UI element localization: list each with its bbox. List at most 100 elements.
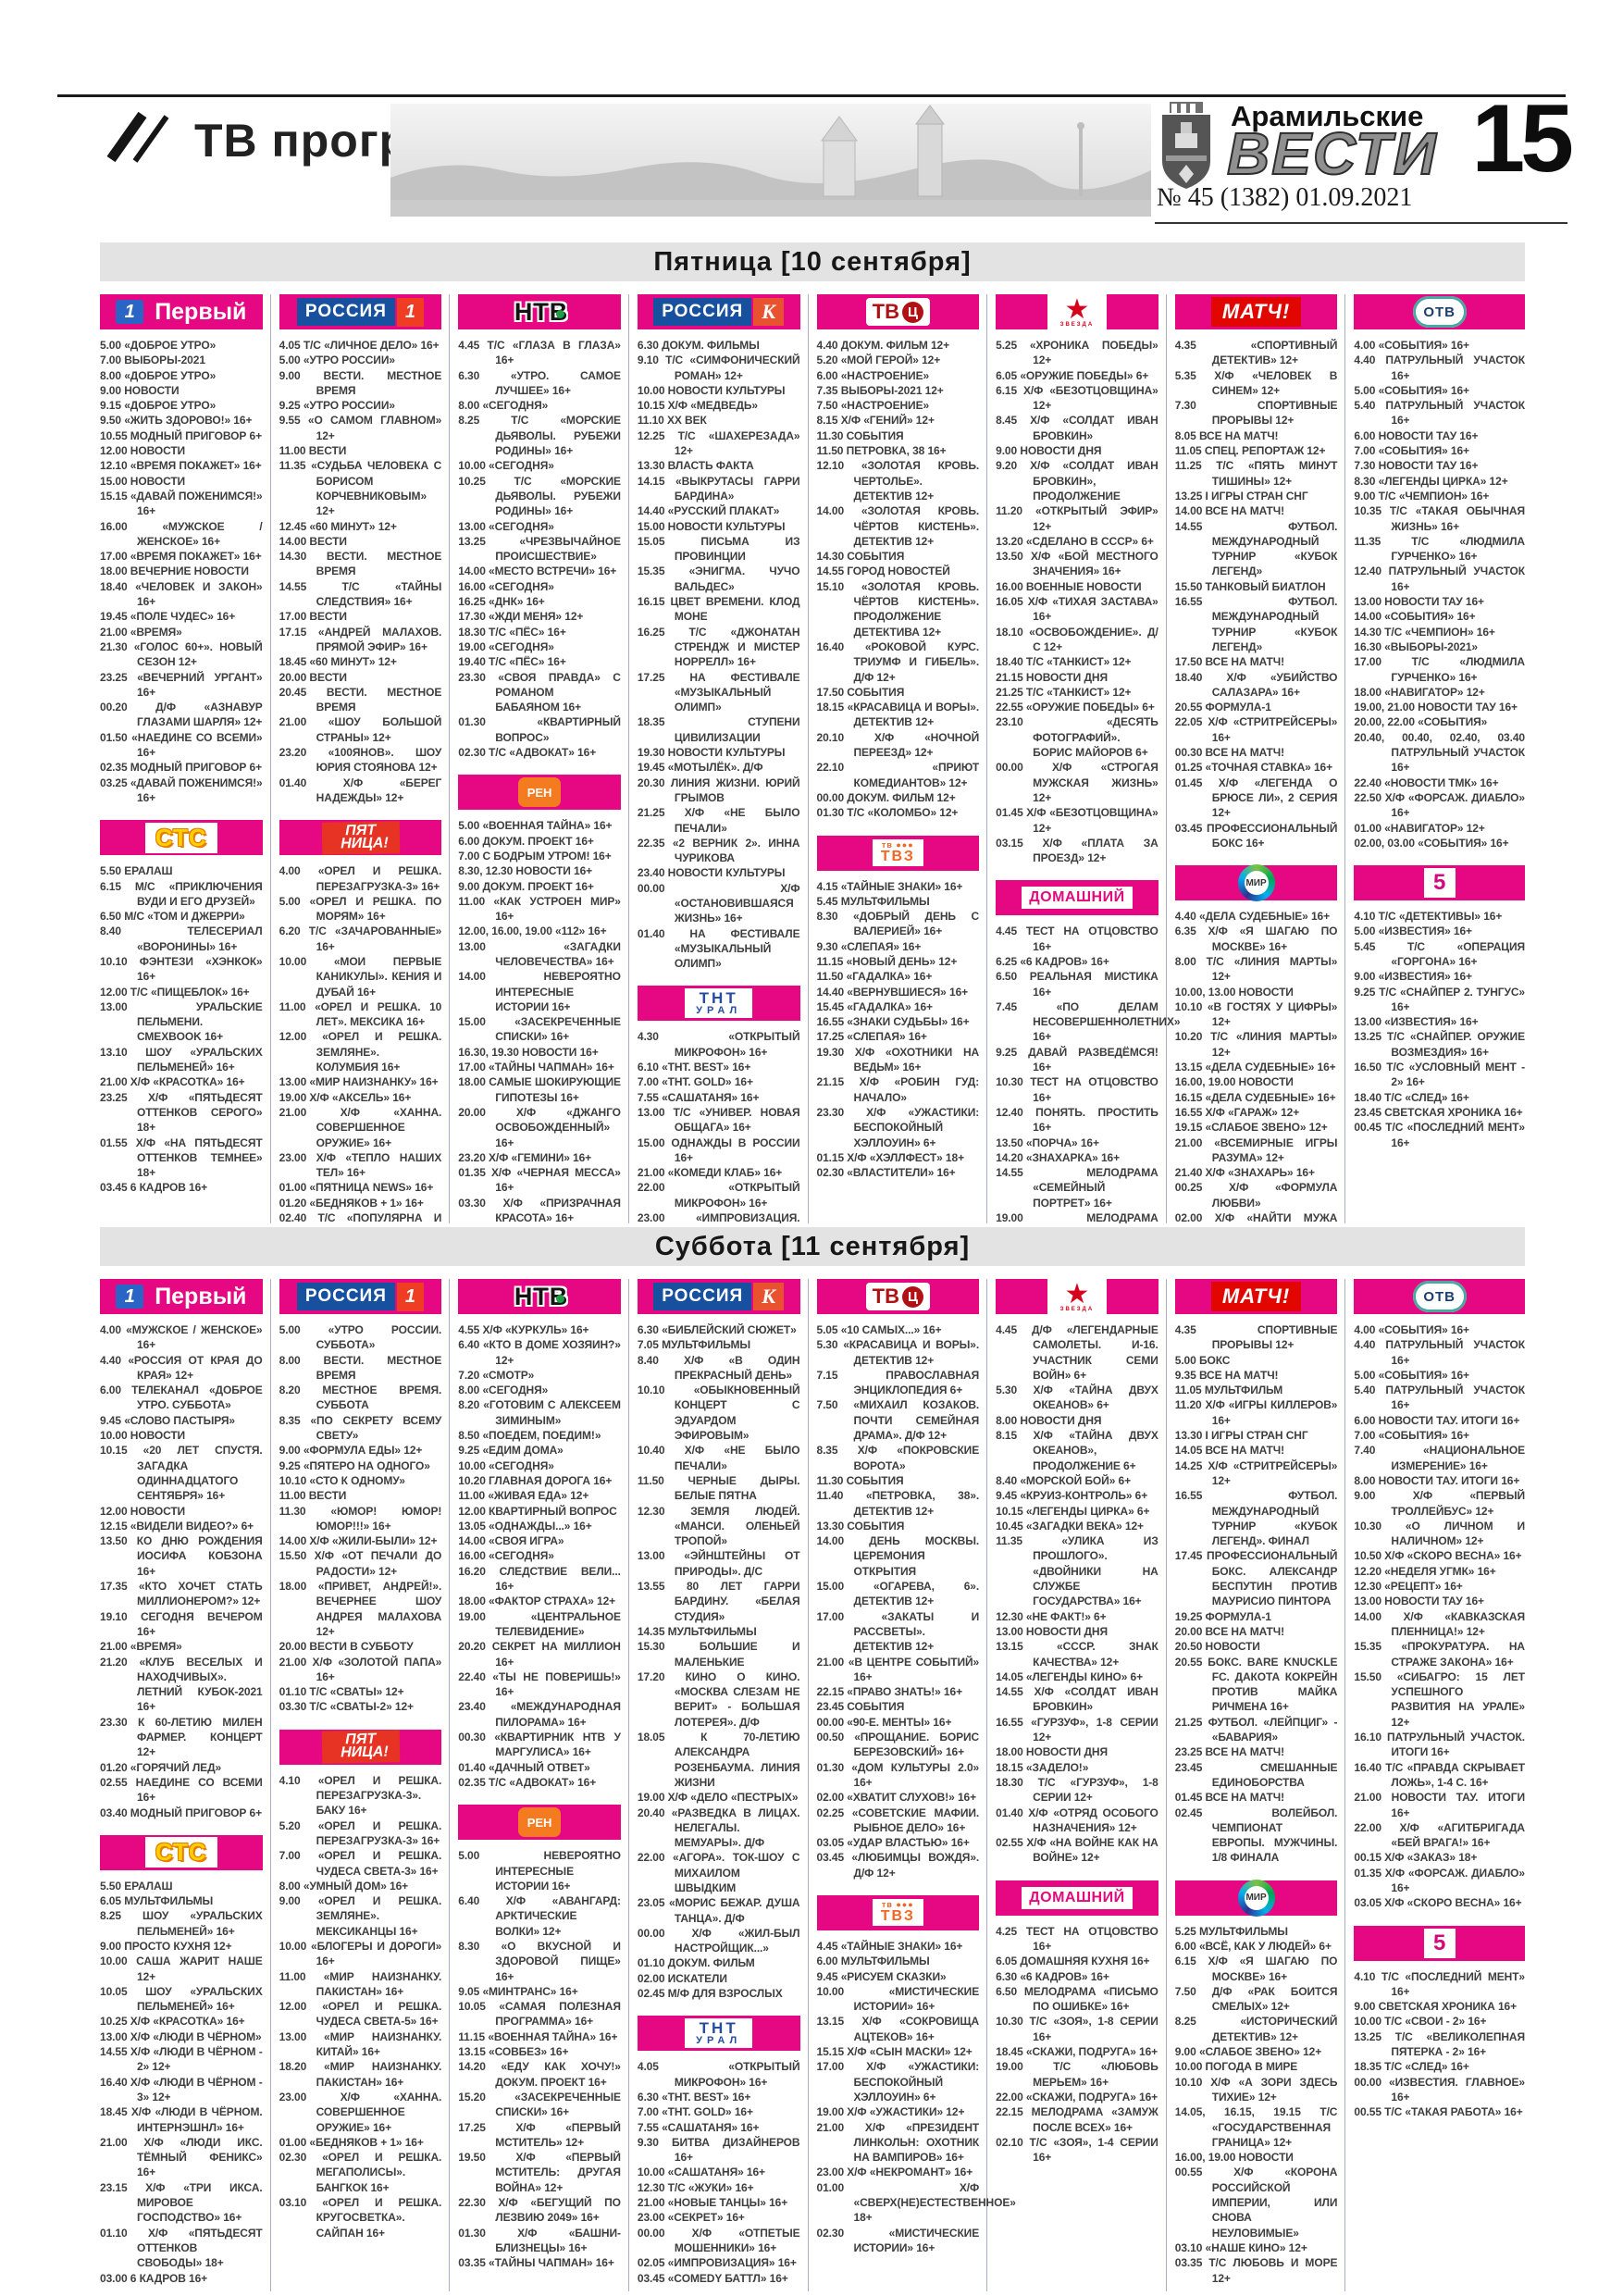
program-item: 03.25 «ДАВАЙ ПОЖЕНИМСЯ!» 16+: [100, 776, 263, 804]
program-item: 13.10 ШОУ «УРАЛЬСКИХ ПЕЛЬМЕНЕЙ» 16+: [100, 1045, 263, 1074]
program-item: 10.20 Т/С «ЛИНИЯ МАРТЫ» 12+: [1174, 1030, 1338, 1059]
program-item: 12.30 ЗЕМЛЯ ЛЮДЕЙ. «МАНСИ. ОЛЕНЬЕЙ ТРОПО…: [637, 1504, 800, 1548]
channel-name: РОССИЯ: [653, 1283, 752, 1310]
program-item: 10.00, 13.00 НОВОСТИ: [1174, 985, 1294, 999]
c-circle-icon: Ц: [901, 1285, 923, 1308]
program-item: 19.00 «ЦЕНТРАЛЬНОЕ ТЕЛЕВИДЕНИЕ»: [458, 1609, 621, 1638]
tv3-badge: тв ●●● ТВЗ: [872, 839, 923, 866]
program-item: 6.35 Х/Ф «Я ШАГАЮ ПО МОСКВЕ» 16+: [1174, 925, 1338, 953]
program-item: 14.20 «ЗНАХАРКА» 16+: [996, 1150, 1121, 1164]
program-item: 7.30 НОВОСТИ ТАУ 16+: [1354, 459, 1479, 473]
tv3-channel-logo: тв ●●● ТВЗ: [872, 839, 923, 866]
channel-name: ТВ Ц: [865, 1283, 930, 1310]
program-item: 19.15 «СЛАБОЕ ЗВЕНО» 12+: [1174, 1121, 1328, 1135]
channel-header-bar: ТВ Ц: [816, 1279, 980, 1314]
channel-section: РОССИЯ К 6.30 «БИБЛЕЙСКИЙ СЮЖЕТ» 7.05 МУЛЬТ…: [637, 1279, 800, 2001]
pervy-channel-logo: 1 Первый: [116, 299, 246, 326]
pyatnitsa-channel-logo: ПЯТ НИЦА!: [321, 1730, 400, 1764]
program-item: 03.05 «УДАР ВЛАСТЬЮ» 16+: [816, 1836, 970, 1850]
program-item: 10.00 НОВОСТИ КУЛЬТУРЫ: [637, 383, 786, 397]
program-item: 11.05 МУЛЬТФИЛЬМ: [1174, 1384, 1283, 1397]
column: НТВ 4.45 Т/С «ГЛАЗА В ГЛАЗА» 16+ 6.30 «УТР…: [458, 294, 629, 1223]
program-item: 23.00 «ИМПРОВИЗАЦИЯ. КОМАНДЫ» 16+: [637, 1211, 800, 1223]
program-item: 8.30 «ЛЕГЕНДЫ ЦИРКА» 12+: [1354, 474, 1508, 488]
program-item: 13.30 ВЛАСТЬ ФАКТА: [637, 459, 754, 473]
program-item: 20.45 ВЕСТИ. МЕСТНОЕ ВРЕМЯ: [279, 685, 442, 714]
ntv-channel-logo: НТВ: [514, 298, 568, 327]
five-channel-logo: 5: [1423, 1928, 1456, 1958]
program-item: 13.50 Х/Ф «БОЙ МЕСТНОГО ЗНАЧЕНИЯ» 16+: [996, 550, 1158, 578]
program-item: 16.40 Т/С «ПРАВДА СКРЫВАЕТ ЛОЖЬ», 1-4 С.…: [1354, 1760, 1525, 1789]
program-item: 22.00 «АГОРА». ТОК-ШОУ С МИХАИЛОМ ШВЫДКИ…: [637, 1851, 800, 1894]
program-item: 00.25 Х/Ф «ФОРМУЛА ЛЮБВИ»: [1174, 1181, 1338, 1210]
program-item: 22.40 «ТЫ НЕ ПОВЕРИШЬ!» 16+: [458, 1669, 621, 1699]
tnt-channel-logo: ТНТ УРАЛ: [685, 2018, 753, 2049]
program-item: 9.50 «ЖИТЬ ЗДОРОВО!» 16+: [100, 414, 253, 428]
column: ★ ЗВЕЗДА 4.45 Д/Ф «ЛЕГЕНДАРНЫЕ САМОЛЕТЫ. И…: [996, 1279, 1167, 2291]
logo-line: НИЦА!: [340, 1744, 389, 1762]
program-item: 16.55 ФУТБОЛ. МЕЖДУНАРОДНЫЙ ТУРНИР «КУБО…: [1174, 1489, 1338, 1548]
channel-section: РОССИЯ К 6.30 ДОКУМ. ФИЛЬМЫ 9.10 Т/С «СИМФО…: [637, 294, 800, 971]
program-item: 00.50 «ПРОЩАНИЕ. БОРИС БЕРЕЗОВСКИЙ» 16+: [816, 1731, 980, 1759]
program-item: 16.20 СЛЕДСТВИЕ ВЕЛИ... 16+: [458, 1564, 621, 1594]
program-item: 12.10 «ВРЕМЯ ПОКАЖЕТ» 16+: [100, 459, 262, 473]
program-item: 4.25 ТЕСТ НА ОТЦОВСТВО 16+: [996, 1924, 1158, 1953]
program-item: 23.25 ВСЕ НА МАТЧ!: [1174, 1745, 1285, 1759]
program-item: 5.20 «ОРЕЛ И РЕШКА. ПЕРЕЗАГРУЗКА-3» 16+: [279, 1818, 442, 1847]
program-item: 13.25 «ЧРЕЗВЫЧАЙНОЕ ПРОИСШЕСТВИЕ»: [458, 534, 621, 564]
program-item: 4.35 «СПОРТИВНЫЙ ДЕТЕКТИВ» 12+: [1174, 339, 1338, 367]
program-item: 23.30 К 60-ЛЕТИЮ МИЛЕН ФАРМЕР. КОНЦЕРТ 1…: [100, 1715, 263, 1759]
program-item: 9.00 ДОКУМ. ПРОЕКТ 16+: [458, 879, 594, 893]
dom-badge: ДОМАШНИЙ: [1022, 1886, 1133, 1909]
program-item: 03.05 Х/Ф «СКОРО ВЕСНА» 16+: [1354, 1896, 1522, 1910]
program-item: 4.40 «РОССИЯ ОТ КРАЯ ДО КРАЯ» 12+: [100, 1353, 263, 1382]
program-item: 16.15 ЦВЕТ ВРЕМЕНИ. КЛОД МОНЕ: [637, 595, 800, 624]
program-item: 14.15 «ВЫКРУТАСЫ ГАРРИ БАРДИНА»: [637, 474, 800, 503]
program-item: 00.00 «90-Е. МЕНТЫ» 16+: [816, 1715, 952, 1729]
program-item: 8.35 «ПО СЕКРЕТУ ВСЕМУ СВЕТУ»: [279, 1413, 442, 1443]
program-item: 7.00 ВЫБОРЫ-2021: [100, 354, 205, 367]
program-item: 13.25 Т/С «СНАЙПЕР. ОРУЖИЕ ВОЗМЕЗДИЯ» 16…: [1354, 1030, 1525, 1059]
program-item: 19.25 ФОРМУЛА-1: [1174, 1609, 1271, 1623]
channel-header-bar: МАТЧ!: [1174, 1279, 1338, 1314]
program-item: 10.00 «БЛОГЕРЫ И ДОРОГИ» 16+: [279, 1939, 442, 1968]
channel-section: ТВ Ц 5.05 «10 САМЫХ...» 16+ 5.30 «КРАСАВИЦА…: [816, 1279, 980, 1880]
rossiyaK-channel-logo: РОССИЯ К: [653, 298, 785, 326]
program-item: 21.25 Х/Ф «НЕ БЫЛО ПЕЧАЛИ»: [637, 806, 800, 835]
program-item: 18.05 К 70-ЛЕТИЮ АЛЕКСАНДРА РОЗЕНБАУМА. …: [637, 1731, 800, 1789]
program-item: 10.20 ГЛАВНАЯ ДОРОГА 16+: [458, 1473, 613, 1487]
program-item: 5.45 Т/С «ОПЕРАЦИЯ «ГОРГОНА» 16+: [1354, 939, 1525, 968]
channel-section: ДОМАШНИЙ 4.25 ТЕСТ НА ОТЦОВСТВО 16+ 6.05 Д…: [996, 1880, 1158, 2166]
program-item: 13.00 «ИЗВЕСТИЯ» 16+: [1354, 1015, 1479, 1029]
column: РОССИЯ 1 4.05 Т/С «ЛИЧНОЕ ДЕЛО» 16+ 5.00 «У…: [279, 294, 451, 1223]
program-item: 03.30 Т/С «СВАТЫ-2» 12+: [279, 1700, 414, 1714]
channel-section: ДОМАШНИЙ 4.45 ТЕСТ НА ОТЦОВСТВО 16+ 6.25 «…: [996, 880, 1181, 1223]
program-item: 03.35 Т/С ЛЮБОВЬ И МОРЕ 12+: [1174, 2256, 1338, 2285]
program-item: 10.10 ФЭНТЕЗИ «ХЭНКОК» 16+: [100, 954, 263, 984]
program-item: 7.55 «САШАТАНЯ» 16+: [637, 2120, 760, 2134]
program-item: 9.25 Т/С «СНАЙПЕР 2. ТУНГУС» 16+: [1354, 985, 1525, 1013]
header-bottom-rule: [1155, 222, 1567, 224]
program-item: 16.00 «МУЖСКОЕ / ЖЕНСКОЕ» 16+: [100, 519, 263, 548]
program-item: 22.30 Х/Ф «БЕГУЩИЙ ПО ЛЕЗВИЮ 2049» 16+: [458, 2196, 621, 2225]
program-item: 9.00 «СЛАБОЕ ЗВЕНО» 12+: [1174, 2045, 1322, 2059]
channel-header-bar: НТВ: [458, 1279, 621, 1314]
program-item: 02.25 «СОВЕТСКИЕ МАФИИ. РЫБНОЕ ДЕЛО» 16+: [816, 1806, 980, 1834]
program-item: 5.00 НЕВЕРОЯТНО ИНТЕРЕСНЫЕ ИСТОРИИ 16+: [458, 1849, 621, 1893]
program-item: 21.00 «НОВЫЕ ТАНЦЫ» 16+: [637, 2196, 788, 2210]
program-item: 16.10 ПАТРУЛЬНЫЙ УЧАСТОК. ИТОГИ 16+: [1354, 1731, 1525, 1759]
program-item: 9.30 «СЛЕПАЯ» 16+: [816, 939, 922, 953]
program-item: 13.00 Х/Ф «ЛЮДИ В ЧЁРНОМ»: [100, 2029, 262, 2043]
program-item: 16.55 ФУТБОЛ. МЕЖДУНАРОДНЫЙ ТУРНИР «КУБО…: [1174, 595, 1338, 653]
program-item: 18.20 «МИР НАИЗНАНКУ. ПАКИСТАН» 16+: [279, 2060, 442, 2089]
program-item: 9.00 НОВОСТИ: [100, 383, 180, 397]
program-item: 4.40 «ДЕЛА СУДЕБНЫЕ» 16+: [1174, 910, 1331, 924]
program-item: 9.45 «КРУИЗ-КОНТРОЛЬ» 6+: [996, 1489, 1148, 1503]
program-item: 01.55 Х/Ф «НА ПЯТЬДЕСЯТ ОТТЕНКОВ ТЕМНЕЕ»…: [100, 1136, 263, 1180]
channel-header-bar: 1 Первый: [100, 294, 263, 329]
program-item: 5.40 ПАТРУЛЬНЫЙ УЧАСТОК 16+: [1354, 1384, 1525, 1412]
channel-header-bar: РОССИЯ К: [637, 294, 800, 329]
program-item: 16.05 Х/Ф «ТИХАЯ ЗАСТАВА» 16+: [996, 595, 1158, 624]
one-icon: 1: [116, 300, 144, 324]
program-item: 01.10 ДОКУМ. ФИЛЬМ: [637, 1956, 755, 1970]
